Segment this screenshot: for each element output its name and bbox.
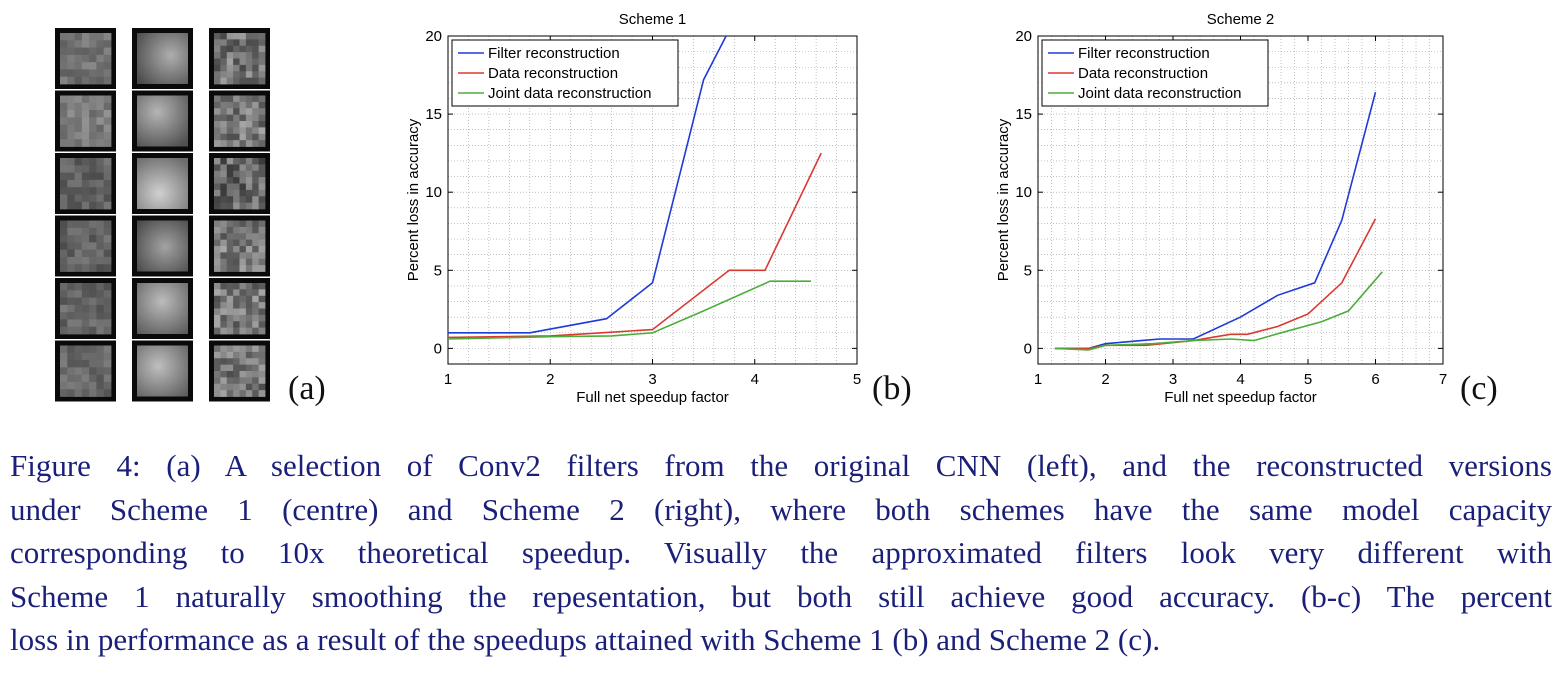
filter-tile-original-4 — [55, 215, 116, 277]
y-tick-label: 5 — [1024, 262, 1032, 279]
x-tick-label: 5 — [853, 371, 861, 388]
filter-tile-scheme2-1 — [209, 28, 270, 89]
legend-box — [451, 39, 679, 107]
x-tick-label: 2 — [546, 371, 554, 388]
chart-title: Scheme 1 — [619, 11, 687, 28]
filter-tile-scheme1-2 — [132, 90, 193, 152]
panel-label-c: (c) — [1460, 370, 1498, 407]
x-tick-label: 1 — [1034, 371, 1042, 388]
filter-tile-scheme1-6 — [132, 340, 193, 402]
filter-tile-scheme1-1 — [132, 28, 193, 89]
caption-line-5: loss in performance as a result of the s… — [10, 622, 1161, 657]
figure-area: (a) 1 2 3 4 5 0 5 10 15 20 Scheme 1 Full net speedu… — [55, 11, 1498, 407]
series-line-3 — [448, 280, 811, 340]
y-tick-label: 10 — [1015, 184, 1032, 201]
legend-label-3: Joint data reconstruction — [1078, 85, 1241, 102]
figure-number: Figure 4: — [10, 448, 141, 483]
y-axis-label: Percent loss in accuracy — [995, 118, 1012, 281]
series-line-1 — [448, 36, 727, 334]
filter-tile-original-1 — [55, 28, 116, 89]
series-line-3 — [1054, 271, 1383, 351]
filter-tile-original-6 — [55, 340, 116, 402]
filter-tile-original-2 — [55, 90, 116, 152]
x-tick-label: 3 — [648, 371, 656, 388]
y-tick-label: 0 — [434, 340, 442, 357]
legend-label-1: Filter reconstruction — [1078, 45, 1210, 62]
caption-line-3: corresponding to 10x theoretical speedup… — [10, 535, 1552, 570]
x-tick-label: 3 — [1169, 371, 1177, 388]
legend-label-2: Data reconstruction — [1078, 65, 1208, 82]
y-tick-label: 15 — [1015, 106, 1032, 123]
filter-grid — [55, 28, 270, 402]
filter-tile-original-5 — [55, 278, 116, 339]
caption-line-4: Scheme 1 naturally smoothing the repesen… — [10, 578, 1552, 614]
filter-tile-scheme2-2 — [209, 90, 270, 152]
chart-title: Scheme 2 — [1207, 11, 1275, 28]
y-axis-label: Percent loss in accuracy — [405, 118, 422, 281]
filter-tile-scheme1-3 — [132, 153, 193, 214]
filter-tile-scheme1-4 — [132, 215, 193, 277]
chart-scheme-1: 1 2 3 4 5 0 5 10 15 20 Scheme 1 Full net speedup fa… — [405, 11, 861, 406]
x-tick-label: 7 — [1439, 371, 1447, 388]
figure-caption: Figure 4: (a) A selection of Conv2 filte… — [10, 444, 1552, 662]
x-tick-label: 6 — [1371, 371, 1379, 388]
panel-label-b: (b) — [872, 370, 912, 407]
chart-scheme-2: 1 2 3 4 5 6 7 0 5 10 15 20 Scheme 2 Full net speedup … — [995, 11, 1447, 406]
legend-label-1: Filter reconstruction — [488, 45, 620, 62]
caption-line-2: under Scheme 1 (centre) and Scheme 2 (ri… — [10, 491, 1552, 527]
y-tick-label: 0 — [1024, 340, 1032, 357]
filter-tile-scheme2-3 — [209, 153, 270, 214]
legend-label-2: Data reconstruction — [488, 65, 618, 82]
y-tick-label: 15 — [425, 106, 442, 123]
x-tick-label: 2 — [1101, 371, 1109, 388]
filter-tile-scheme2-6 — [209, 340, 270, 402]
y-tick-label: 20 — [1015, 28, 1032, 45]
caption-line-1-text: (a) A selection of Conv2 filters from th… — [166, 448, 1552, 483]
caption-line-1: Figure 4: (a) A selection of Conv2 filte… — [10, 444, 1552, 488]
legend-label-3: Joint data reconstruction — [488, 85, 651, 102]
y-tick-label: 20 — [425, 28, 442, 45]
filter-tile-scheme2-5 — [209, 278, 270, 339]
legend-box — [1041, 39, 1269, 107]
x-axis-label: Full net speedup factor — [576, 389, 729, 406]
filter-tile-scheme2-4 — [209, 215, 270, 277]
filter-tile-original-3 — [55, 153, 116, 214]
x-tick-label: 1 — [444, 371, 452, 388]
y-tick-label: 5 — [434, 262, 442, 279]
x-tick-label: 5 — [1304, 371, 1312, 388]
x-tick-label: 4 — [1236, 371, 1244, 388]
panel-label-a: (a) — [288, 370, 326, 407]
y-tick-label: 10 — [425, 184, 442, 201]
filter-tile-scheme1-5 — [132, 278, 193, 339]
x-tick-label: 4 — [751, 371, 759, 388]
x-axis-label: Full net speedup factor — [1164, 389, 1317, 406]
